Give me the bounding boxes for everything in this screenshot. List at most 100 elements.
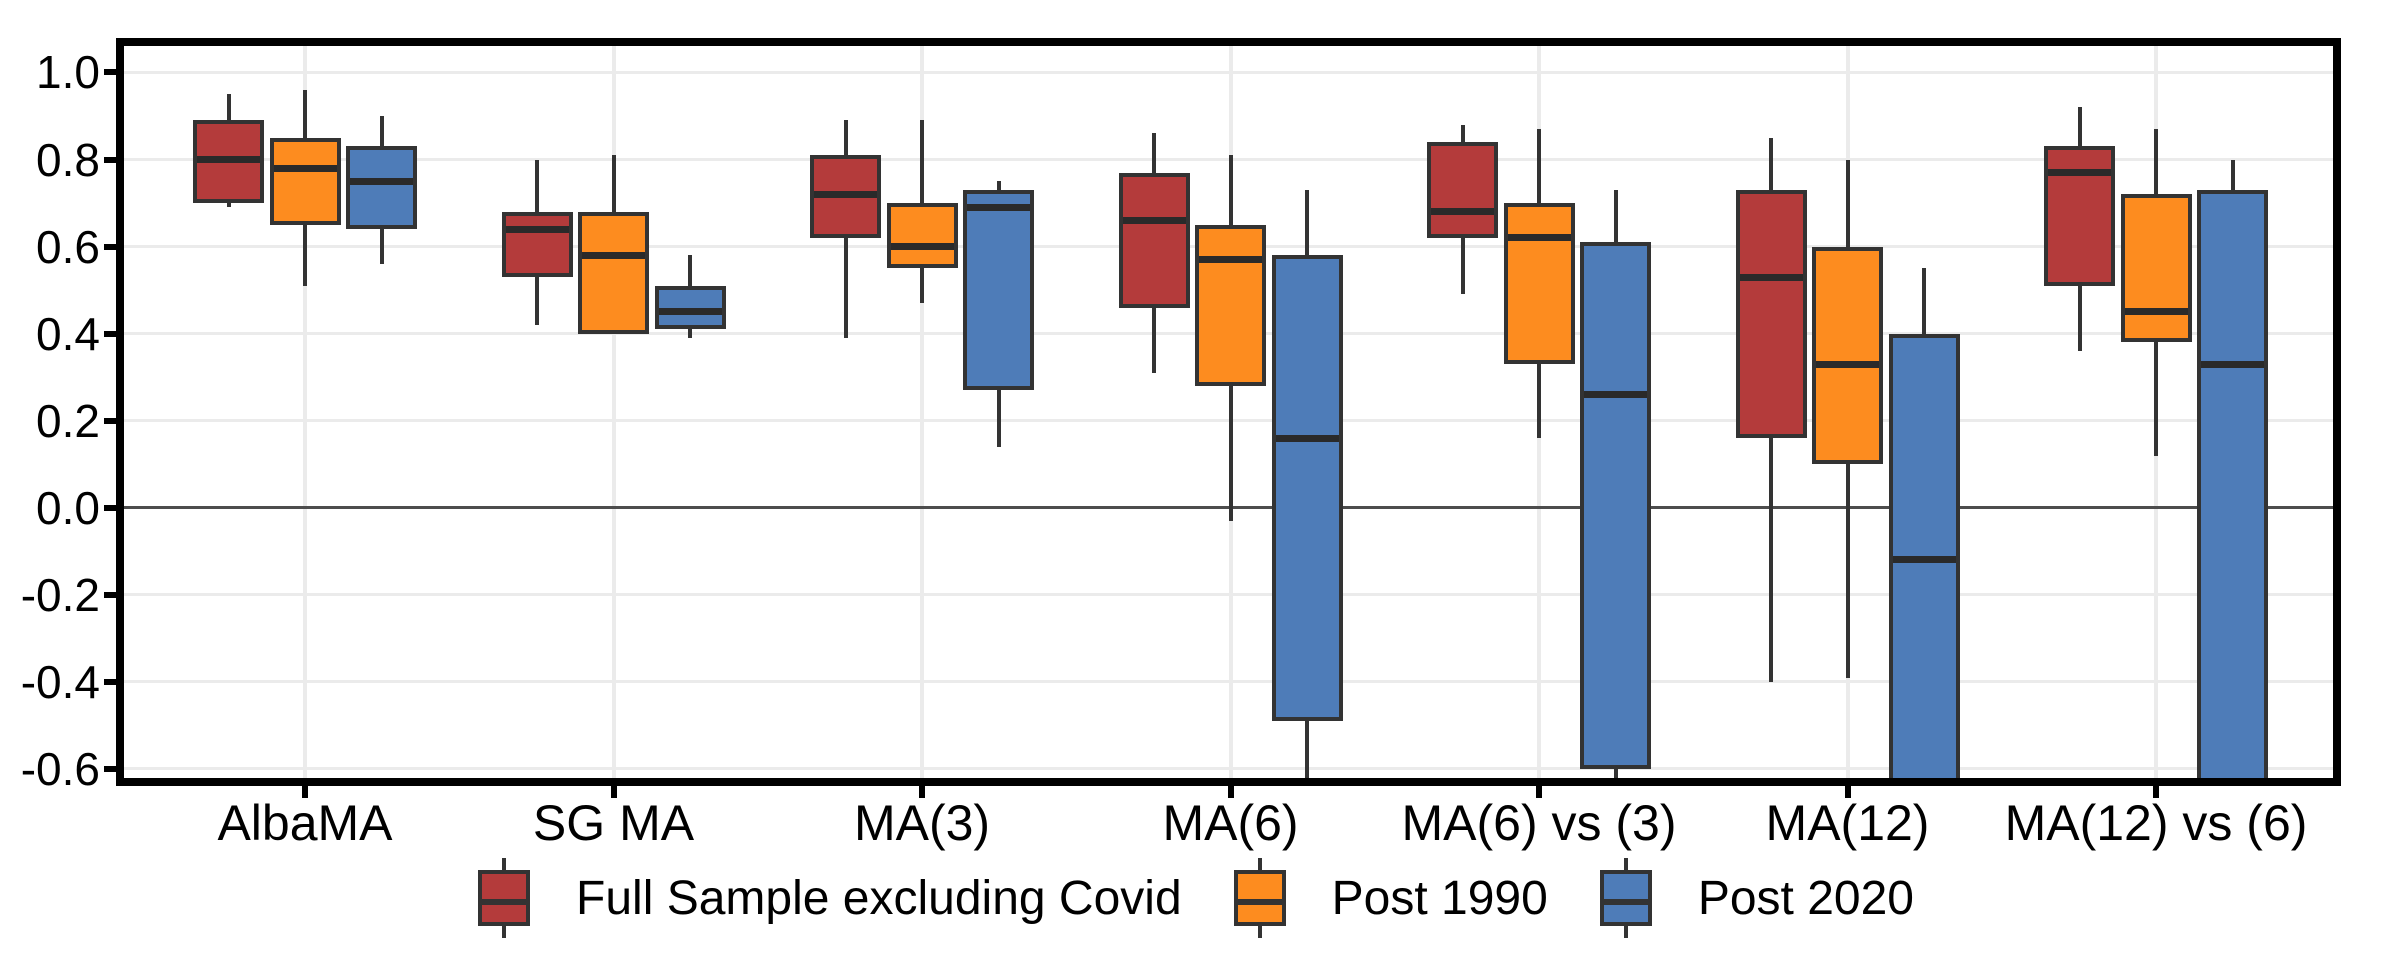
box-post-2020-MA(12): [1888, 333, 1960, 782]
legend-key-median: [1603, 899, 1648, 905]
legend-key-whisker-bottom: [1257, 926, 1262, 938]
legend-key-whisker-bottom: [502, 926, 507, 938]
y-axis-tick: [104, 591, 120, 598]
y-tick-label: -0.6: [20, 742, 100, 795]
x-axis-tick: [610, 780, 617, 798]
legend-key-box: [1233, 870, 1286, 926]
box-post-1990-MA(12): [1812, 246, 1883, 465]
legend-key-boxplot-icon: [478, 858, 531, 938]
x-axis-tick: [302, 780, 308, 798]
median-line: [1199, 256, 1262, 264]
median-line: [2201, 360, 2264, 368]
median-line: [273, 164, 337, 172]
box-post-1990-SG MA: [578, 211, 649, 334]
x-tick-label: SG MA: [532, 795, 695, 851]
median-line: [1816, 360, 1879, 368]
median-line: [1275, 434, 1339, 442]
box-full-sample-excluding-covid-SG MA: [501, 211, 573, 278]
median-line: [1892, 556, 1956, 564]
legend-item: Full Sample excluding Covid: [478, 858, 1182, 938]
y-axis-tick: [104, 69, 120, 76]
legend-label: Full Sample excluding Covid: [576, 871, 1182, 925]
box-full-sample-excluding-covid-AlbaMA: [193, 120, 264, 204]
box-post-1990-MA(12) vs (6): [2120, 194, 2192, 343]
box-full-sample-excluding-covid-MA(3): [810, 155, 881, 238]
legend-key-whisker-top: [1623, 858, 1628, 870]
median-line: [350, 177, 413, 185]
y-tick-label: -0.4: [20, 655, 100, 708]
legend-label: Post 2020: [1697, 871, 1914, 925]
box-post-1990-MA(6) vs (3): [1503, 203, 1575, 365]
median-line: [1507, 234, 1571, 242]
box-full-sample-excluding-covid-MA(12) vs (6): [2044, 146, 2115, 286]
x-tick-label: MA(6): [1162, 795, 1299, 851]
median-line: [1122, 216, 1186, 224]
x-axis-tick: [1227, 780, 1234, 798]
median-line: [1739, 273, 1803, 281]
box-post-1990-MA(3): [886, 203, 958, 269]
y-tick-label: 0.0: [36, 481, 100, 534]
x-tick-label: AlbaMA: [217, 795, 393, 851]
box-full-sample-excluding-covid-MA(12): [1735, 190, 1807, 439]
x-axis-tick: [2153, 780, 2159, 798]
y-tick-label: 0.2: [36, 394, 100, 447]
x-tick-label: MA(12): [1765, 795, 1930, 851]
legend-label: Post 1990: [1331, 871, 1548, 925]
plot-panel: [120, 42, 2337, 782]
legend-key-box: [478, 870, 531, 926]
y-axis-tick: [104, 678, 120, 685]
box-post-1990-MA(6): [1195, 224, 1266, 386]
legend-item: Post 2020: [1599, 858, 1914, 938]
median-line: [582, 251, 645, 259]
x-axis-tick: [1536, 780, 1542, 798]
legend-key-box: [1599, 870, 1652, 926]
box-post-2020-MA(12) vs (6): [2197, 190, 2268, 782]
median-line: [197, 156, 260, 164]
median-line: [658, 308, 722, 316]
legend-key-median: [1237, 899, 1282, 905]
y-axis-tick: [104, 243, 120, 250]
median-line: [814, 190, 877, 198]
legend: Full Sample excluding Covid Post 1990 Post…: [0, 858, 2392, 938]
legend-key-whisker-top: [502, 858, 507, 870]
y-tick-label: 1.0: [36, 46, 100, 99]
box-full-sample-excluding-covid-MA(6): [1118, 172, 1190, 308]
x-tick-label: MA(12) vs (6): [2004, 795, 2308, 851]
box-post-2020-MA(6) vs (3): [1580, 242, 1651, 769]
gridline-vertical: [611, 42, 616, 782]
median-line: [2048, 169, 2111, 177]
y-axis-tick: [104, 156, 120, 163]
box-full-sample-excluding-covid-MA(6) vs (3): [1427, 142, 1498, 238]
legend-key-median: [482, 899, 527, 905]
x-tick-label: MA(6) vs (3): [1401, 795, 1677, 851]
legend-key-whisker-top: [1257, 858, 1262, 870]
legend-key-boxplot-icon: [1233, 858, 1286, 938]
y-tick-label: 0.8: [36, 133, 100, 186]
box-post-2020-MA(3): [963, 190, 1034, 391]
gridline-vertical: [303, 42, 307, 782]
median-line: [967, 203, 1030, 211]
y-tick-label: 0.4: [36, 307, 100, 360]
box-post-2020-MA(6): [1271, 255, 1343, 722]
y-axis-tick: [104, 765, 120, 772]
x-tick-label: MA(3): [853, 795, 991, 851]
y-axis-tick: [104, 504, 120, 511]
y-axis-tick: [104, 417, 120, 424]
y-axis-tick: [104, 330, 120, 337]
box-post-1990-AlbaMA: [269, 137, 341, 225]
legend-item: Post 1990: [1233, 858, 1548, 938]
median-line: [505, 225, 569, 233]
median-line: [2124, 308, 2188, 316]
y-tick-label: -0.2: [20, 568, 100, 621]
box-post-2020-SG MA: [654, 285, 726, 330]
gridline-vertical: [920, 42, 924, 782]
median-line: [890, 243, 954, 251]
median-line: [1584, 391, 1647, 399]
x-axis-tick: [919, 780, 925, 798]
y-tick-label: 0.6: [36, 220, 100, 273]
x-axis-tick: [1844, 780, 1851, 798]
median-line: [1431, 208, 1494, 216]
legend-key-whisker-bottom: [1623, 926, 1628, 938]
box-post-2020-AlbaMA: [346, 146, 417, 230]
